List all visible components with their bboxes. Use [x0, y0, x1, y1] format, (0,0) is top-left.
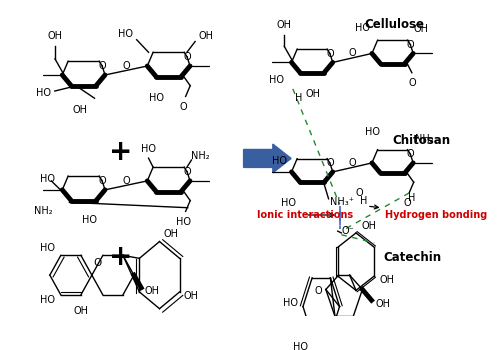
Text: HO: HO [40, 243, 56, 253]
Text: HO: HO [176, 217, 192, 227]
Text: NH₂: NH₂ [415, 134, 434, 144]
Text: O: O [348, 48, 356, 58]
Text: HO: HO [36, 88, 51, 98]
Text: OH: OH [375, 299, 390, 309]
Text: NH₂: NH₂ [192, 152, 210, 161]
Text: HO: HO [356, 23, 370, 33]
Text: OH: OH [145, 286, 160, 296]
Text: HO: HO [366, 127, 380, 137]
Text: HO: HO [272, 156, 287, 166]
Text: HO: HO [82, 215, 97, 225]
Text: NH₃⁺: NH₃⁺ [330, 197, 354, 208]
Text: OH: OH [199, 31, 214, 41]
Text: OH: OH [163, 229, 178, 239]
Text: O: O [326, 49, 334, 58]
Text: OH: OH [306, 89, 320, 99]
Text: NH₂: NH₂ [34, 206, 53, 216]
Text: OH: OH [380, 275, 395, 285]
Text: OH: OH [48, 31, 62, 41]
Text: O: O [98, 61, 106, 71]
Text: Hydrogen bonding: Hydrogen bonding [370, 205, 488, 220]
Text: H: H [408, 193, 416, 203]
Text: O: O [408, 78, 416, 88]
Text: HO: HO [280, 198, 295, 208]
Text: OH: OH [276, 20, 291, 30]
Text: O: O [356, 188, 364, 198]
Text: O⁻: O⁻ [342, 226, 354, 236]
Text: O: O [406, 149, 414, 159]
Text: OH: OH [362, 221, 376, 231]
Text: OH: OH [73, 105, 88, 116]
Text: O: O [180, 102, 188, 112]
Text: O: O [98, 176, 106, 186]
Text: O: O [404, 198, 411, 208]
FancyArrow shape [244, 144, 291, 173]
Text: O: O [348, 158, 356, 168]
Text: HO: HO [268, 75, 283, 85]
Text: OH: OH [74, 306, 88, 316]
Text: O: O [93, 258, 102, 267]
Text: H: H [360, 196, 367, 206]
Text: O: O [406, 40, 414, 50]
Text: O: O [122, 61, 130, 71]
Text: Catechin: Catechin [384, 251, 442, 264]
Text: O: O [184, 167, 191, 177]
Text: OH: OH [413, 25, 428, 34]
Text: HO: HO [141, 144, 156, 154]
Text: Ionic interactions: Ionic interactions [258, 210, 354, 220]
Text: +: + [108, 138, 132, 166]
Text: O: O [326, 158, 334, 168]
Text: Cellulose: Cellulose [364, 18, 424, 30]
Text: HO: HO [40, 174, 55, 184]
Text: O: O [122, 176, 130, 186]
Text: HO: HO [294, 342, 308, 350]
Text: OH: OH [184, 292, 198, 301]
Text: O: O [314, 286, 322, 296]
Text: +: + [108, 243, 132, 271]
Text: HO: HO [40, 295, 56, 305]
Text: Chitosan: Chitosan [392, 134, 451, 147]
Text: O: O [184, 52, 191, 62]
Text: H: H [294, 93, 302, 103]
Text: HO: HO [148, 93, 164, 103]
Text: HO: HO [282, 298, 298, 308]
Text: HO: HO [118, 29, 133, 39]
